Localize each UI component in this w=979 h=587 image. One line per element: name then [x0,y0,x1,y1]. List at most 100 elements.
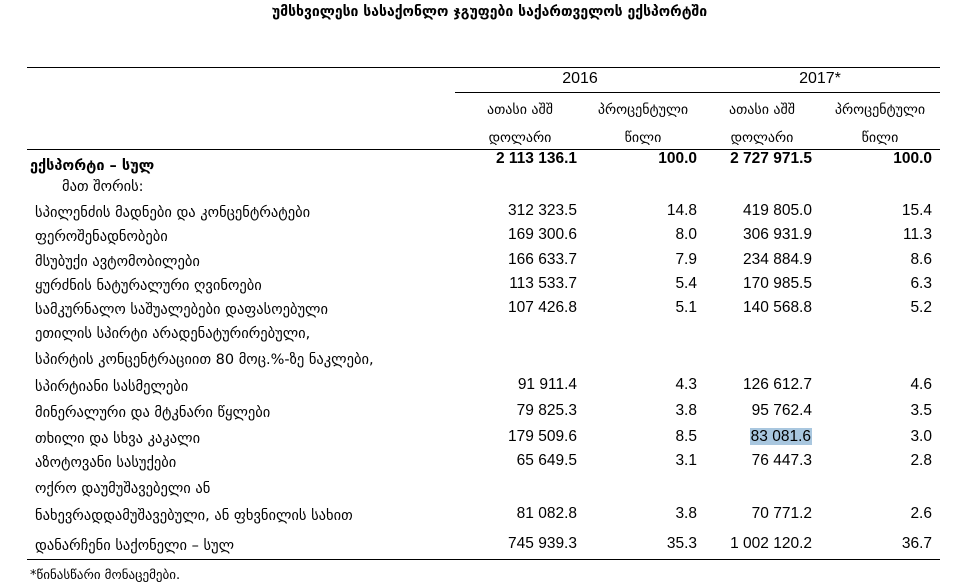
cell-v2017: 95 762.4 [752,402,812,420]
cell-value: 5.1 [675,299,697,316]
cell-v2016: 107 426.8 [508,299,577,317]
cell-value: 11.3 [902,226,932,243]
cell-p2017: 8.6 [910,251,932,269]
col-header-pct-2016: პროცენტული წილი [597,102,689,146]
cell-value: 3.8 [675,402,697,419]
cell-value: 306 931.9 [743,226,812,243]
cell-value: 126 612.7 [743,376,812,393]
cell-value: 76 447.3 [751,452,812,469]
row-label: სპილენძის მადნები და კონცენტრატები [35,205,311,221]
row-label: მინერალური და მტკნარი წყლები [35,405,271,421]
row-label: ეთილის სპირტი არადენატურირებული, [35,326,311,342]
cell-value: 8.6 [910,251,932,268]
cell-v2016: 81 082.8 [517,505,577,523]
total-p2016: 100.0 [658,150,697,167]
cell-v2017: 1 002 120.2 [730,535,812,553]
row-label: ოქრო დაუმუშავებელი ან [35,481,211,497]
cell-value: 419 805.0 [743,202,812,219]
year-rule [455,92,940,93]
cell-value: 65 649.5 [516,452,577,469]
cell-value: 79 825.3 [516,402,577,419]
row-label: ფეროშენადნობები [35,229,168,245]
cell-p2016: 3.8 [675,402,697,420]
bottom-rule [27,559,940,560]
cell-p2017: 6.3 [910,275,932,293]
cell-v2017: 83 081.6 [749,428,812,446]
cell-value: 70 771.2 [751,505,812,522]
total-v2016: 2 113 136.1 [495,150,577,167]
cell-value: 95 762.4 [751,402,812,419]
cell-value: 35.3 [666,535,697,552]
row-label: სამკურნალო საშუალებები დაფასოებული [35,302,328,318]
cell-value: 81 082.8 [516,505,577,522]
row-label: ყურძნის ნატურალური ღვინოები [35,278,262,294]
cell-v2016: 166 633.7 [508,251,577,269]
cell-value: 107 426.8 [508,299,577,316]
cell-p2016: 4.3 [675,376,697,394]
cell-p2017: 5.2 [910,299,932,317]
cell-value: 3.0 [910,428,932,445]
row-label: აზოტოვანი სასუქები [35,455,177,471]
cell-p2017: 2.6 [910,505,932,523]
footnote: *წინასწარი მონაცემები. [30,568,181,583]
cell-v2017: 419 805.0 [743,202,812,220]
cell-v2016: 179 509.6 [508,428,577,446]
cell-v2016: 79 825.3 [517,402,577,420]
row-label: თხილი და სხვა კაკალი [35,431,201,447]
cell-value: 4.6 [910,376,932,393]
cell-p2017: 36.7 [902,535,932,553]
cell-v2017: 76 447.3 [752,452,812,470]
cell-value: 36.7 [901,535,932,552]
cell-v2016: 65 649.5 [517,452,577,470]
cell-v2016: 91 911.4 [518,376,577,394]
cell-value: 14.8 [666,202,697,219]
cell-p2016: 8.0 [675,226,697,244]
cell-p2017: 15.4 [902,202,932,220]
cell-p2016: 3.1 [675,452,697,470]
cell-p2017: 3.0 [910,428,932,446]
cell-value: 5.4 [675,275,697,292]
cell-p2016: 3.8 [675,505,697,523]
cell-value: 745 939.3 [508,535,577,552]
cell-v2017: 306 931.9 [743,226,812,244]
cell-p2016: 8.5 [675,428,697,446]
cell-v2017: 126 612.7 [743,376,812,394]
cell-value: 140 568.8 [743,299,812,316]
total-p2017: 100.0 [893,150,932,167]
cell-value: 2.8 [910,452,932,469]
top-rule [27,67,940,68]
cell-value: 3.1 [675,452,697,469]
cell-p2016: 14.8 [667,202,697,220]
highlighted-cell[interactable]: 83 081.6 [749,428,812,445]
cell-value: 5.2 [910,299,932,316]
cell-value: 166 633.7 [508,251,577,268]
cell-v2017: 140 568.8 [743,299,812,317]
cell-value: 169 300.6 [508,226,577,243]
cell-v2016: 312 323.5 [508,202,577,220]
cell-value: 6.3 [910,275,932,292]
row-label: ნახევრადდამუშავებული, ან ფხვნილის სახით [35,508,353,524]
cell-value: 170 985.5 [743,275,812,292]
cell-value: 113 533.7 [509,275,577,292]
total-v2017: 2 727 971.5 [730,150,812,167]
cell-value: 8.5 [675,428,697,445]
cell-v2017: 170 985.5 [743,275,812,293]
cell-value: 312 323.5 [508,202,577,219]
cell-v2016: 113 533.7 [509,275,577,293]
cell-value: 7.9 [675,251,697,268]
cell-value: 3.5 [910,402,932,419]
cell-value: 2.6 [910,505,932,522]
subheading: მათ შორის: [62,179,144,195]
cell-value: 1 002 120.2 [730,535,812,552]
cell-value: 15.4 [901,202,932,219]
col-header-value-2017: ათასი აშშ დოლარი [728,102,796,146]
cell-p2016: 35.3 [667,535,697,553]
row-label: სპირტის კონცენტრაციით 80 მოც.%-ზე ნაკლებ… [35,352,374,368]
col-header-value-2016: ათასი აშშ დოლარი [486,102,554,146]
row-label: მსუბუქი ავტომობილები [35,254,200,270]
total-label: ექსპორტი – სულ [30,158,155,174]
cell-value: 4.3 [675,376,697,393]
cell-p2016: 5.4 [675,275,697,293]
cell-v2017: 234 884.9 [743,251,812,269]
cell-p2016: 7.9 [675,251,697,269]
